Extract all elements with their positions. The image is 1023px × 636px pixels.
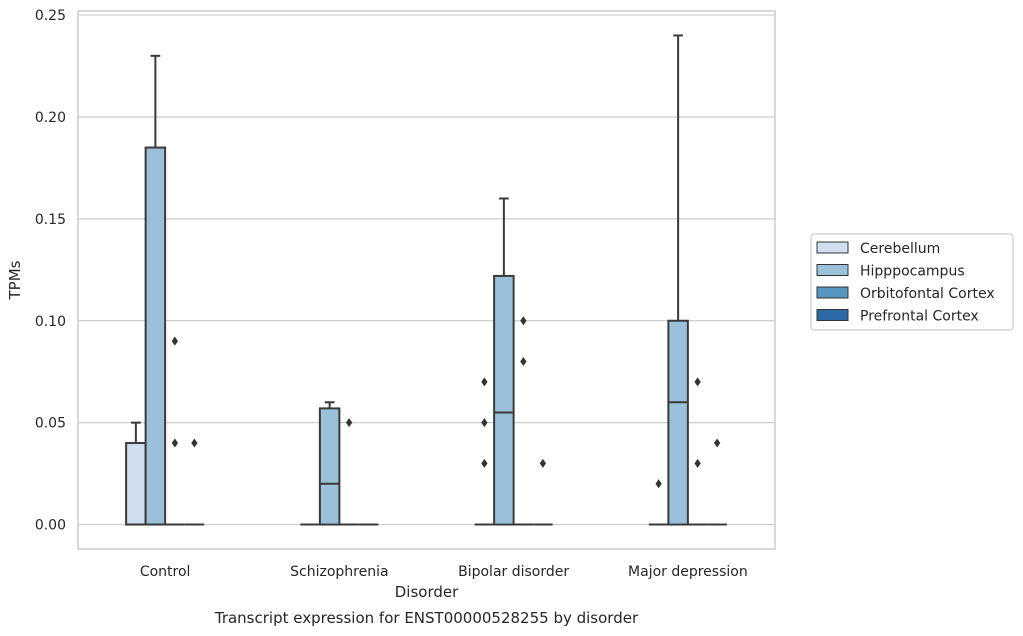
outlier-point	[345, 418, 353, 428]
box-body	[493, 274, 515, 526]
outlier-point	[171, 336, 179, 346]
box-hipppocampus-bipolar-disorder	[493, 197, 515, 526]
x-tick-label: Schizophrenia	[290, 564, 388, 580]
legend: Cerebellum Hipppocampus Orbitofontal Corte…	[810, 233, 1014, 331]
box-body	[667, 319, 689, 526]
box-body	[318, 407, 341, 526]
outlier-point	[481, 377, 488, 387]
outlier-point	[481, 418, 488, 428]
x-tick-label: Bipolar disorder	[458, 564, 569, 580]
box-orbitofontal-cortex-control	[165, 336, 185, 526]
y-axis-title: TPMs	[6, 260, 24, 300]
y-tick-label: 0.10	[35, 314, 66, 330]
legend-label: Hipppocampus	[860, 264, 965, 280]
outlier-point	[655, 479, 662, 489]
x-axis-title: Disorder	[395, 583, 459, 601]
legend-swatch	[816, 241, 849, 254]
box-cerebellum-major-depression	[648, 479, 669, 526]
y-tick-label: 0.05	[35, 416, 66, 432]
box-series	[125, 34, 727, 526]
legend-swatch	[816, 264, 849, 276]
chart-title: Transcript expression for ENST0000052825…	[214, 609, 639, 627]
box-hipppocampus-major-depression	[667, 34, 689, 526]
outlier-point	[171, 438, 179, 448]
box-hipppocampus-schizophrenia	[318, 401, 341, 526]
box-cerebellum-control	[125, 421, 147, 526]
x-axis-ticks: Control Schizophrenia Bipolar disorder Majo…	[140, 564, 748, 580]
box-body	[144, 146, 167, 526]
box-hipppocampus-control	[144, 54, 167, 526]
box-orbitofontal-cortex-schizophrenia	[339, 418, 359, 526]
outlier-point	[694, 377, 701, 387]
box-prefrontal-cortex-major-depression	[707, 438, 727, 526]
legend-label: Orbitofontal Cortex	[860, 286, 995, 302]
x-tick-label: Control	[140, 564, 191, 580]
y-axis-ticks: 0.00 0.05 0.10 0.15 0.20 0.25	[35, 8, 66, 533]
outlier-point	[520, 316, 527, 326]
plot-area-frame	[77, 10, 776, 550]
box-orbitofontal-cortex-bipolar-disorder	[513, 316, 534, 526]
legend-frame	[810, 233, 1014, 331]
legend-label: Cerebellum	[860, 241, 940, 257]
outlier-point	[713, 438, 721, 448]
y-tick-label: 0.20	[35, 110, 66, 126]
box-orbitofontal-cortex-major-depression	[687, 377, 708, 526]
y-tick-label: 0.15	[35, 212, 66, 228]
y-tick-label: 0.00	[35, 518, 66, 534]
box-cerebellum-bipolar-disorder	[474, 377, 495, 526]
outlier-point	[694, 458, 701, 468]
outlier-point	[539, 458, 547, 468]
outlier-point	[520, 357, 527, 367]
box-prefrontal-cortex-bipolar-disorder	[533, 458, 553, 526]
legend-swatch	[816, 309, 849, 321]
legend-label: Prefrontal Cortex	[860, 309, 979, 325]
outlier-point	[481, 458, 488, 468]
legend-swatch	[816, 286, 849, 299]
outlier-point	[191, 438, 198, 448]
y-tick-label: 0.25	[35, 8, 66, 24]
x-tick-label: Major depression	[628, 564, 748, 580]
box-prefrontal-cortex-control	[184, 438, 205, 526]
box-body	[125, 442, 147, 526]
